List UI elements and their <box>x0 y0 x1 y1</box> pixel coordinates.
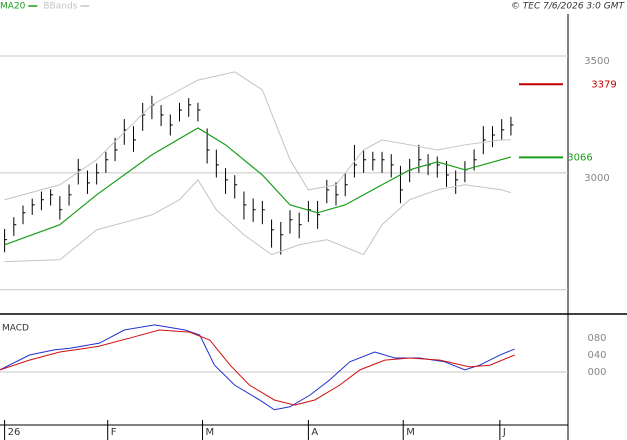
bband-upper <box>4 71 511 201</box>
y-tick-label: 000 <box>587 367 606 378</box>
macd-line <box>0 324 515 411</box>
last-value-label: 3379 <box>591 79 616 90</box>
macd-line <box>0 329 515 406</box>
x-tick-label: 26 <box>8 427 21 438</box>
ma-line <box>4 127 512 246</box>
y-tick-label: 080 <box>587 333 606 344</box>
legend-label: MA20 <box>0 2 26 12</box>
y-tick-label: 3000 <box>584 173 609 184</box>
y-tick-label: 040 <box>587 350 606 361</box>
legend-label: BBands <box>43 2 77 12</box>
x-tick-label: A <box>311 427 318 438</box>
last-value-label: 3066 <box>567 152 592 163</box>
copyright: © TEC 7/6/2026 3:0 GMT <box>511 2 626 12</box>
x-tick-label: M <box>206 427 215 438</box>
x-tick-label: M <box>406 427 415 438</box>
macd-title: MACD <box>2 324 29 334</box>
x-tick-label: J <box>502 427 506 438</box>
y-tick-label: 3500 <box>584 56 609 67</box>
x-tick-label: F <box>111 427 117 438</box>
bband-lower <box>4 179 512 263</box>
